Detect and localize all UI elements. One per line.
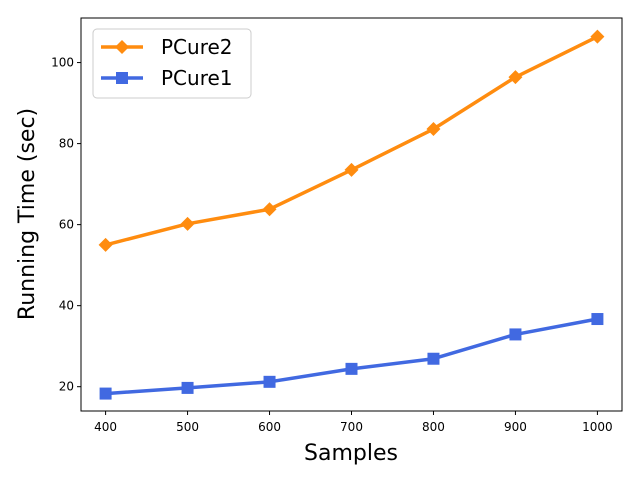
data-point-pcure2 <box>262 202 277 217</box>
data-point-pcure1 <box>509 328 522 341</box>
x-tick-label: 600 <box>258 420 281 434</box>
data-point-pcure1 <box>591 313 604 326</box>
data-point-pcure1 <box>263 375 276 388</box>
data-point-pcure2 <box>98 237 113 252</box>
y-tick-label: 80 <box>59 137 74 151</box>
y-tick-label: 100 <box>51 56 74 70</box>
legend-marker-pcure1 <box>116 72 128 84</box>
data-point-pcure2 <box>590 29 605 44</box>
y-tick-label: 60 <box>59 218 74 232</box>
data-point-pcure1 <box>99 387 112 400</box>
data-point-pcure2 <box>344 162 359 177</box>
x-tick-label: 800 <box>422 420 445 434</box>
legend-marker-pcure2 <box>115 40 129 54</box>
legend-label-pcure1: PCure1 <box>161 66 233 90</box>
data-point-pcure1 <box>427 352 440 365</box>
x-tick-label: 1000 <box>582 420 613 434</box>
y-tick-label: 40 <box>59 299 74 313</box>
x-tick-label: 900 <box>504 420 527 434</box>
x-axis-label: Samples <box>304 441 398 466</box>
series-pcure2 <box>98 29 605 252</box>
x-axis: 400 500 600 700 800 900 1000 <box>94 411 613 434</box>
x-tick-label: 500 <box>176 420 199 434</box>
y-axis: 20 40 60 80 100 <box>51 56 81 394</box>
data-point-pcure1 <box>345 362 358 375</box>
legend-label-pcure2: PCure2 <box>161 35 233 59</box>
data-point-pcure2 <box>426 122 441 137</box>
data-point-pcure2 <box>180 216 195 231</box>
series-pcure1 <box>99 313 604 400</box>
data-point-pcure2 <box>508 70 523 85</box>
x-tick-label: 400 <box>94 420 117 434</box>
y-axis-label: Running Time (sec) <box>15 108 40 320</box>
series-layer <box>98 29 605 400</box>
y-tick-label: 20 <box>59 380 74 394</box>
series-line-pcure1 <box>105 317 598 396</box>
x-tick-label: 700 <box>340 420 363 434</box>
legend: PCure2 PCure1 <box>92 28 252 99</box>
data-point-pcure1 <box>181 381 194 394</box>
